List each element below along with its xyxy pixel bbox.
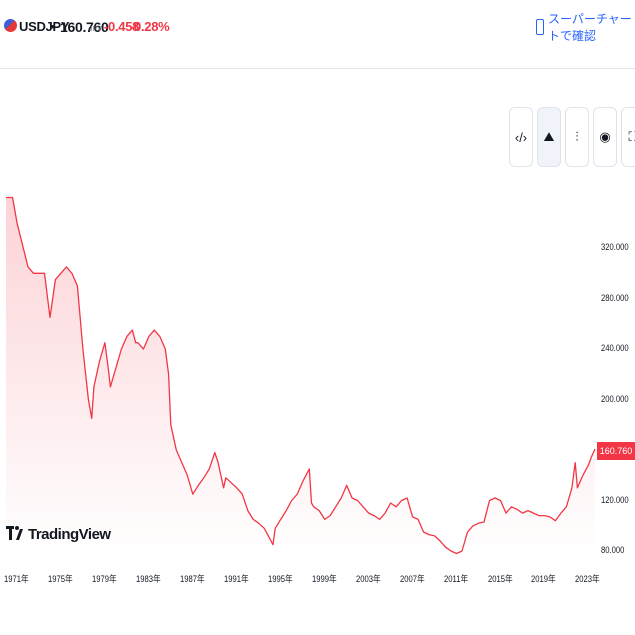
- x-axis-tick-label: 2007年: [399, 574, 425, 584]
- tradingview-wordmark: TradingView: [28, 526, 111, 543]
- fullscreen-button[interactable]: ⛶: [621, 107, 635, 167]
- price-change: -0.458: [104, 19, 140, 34]
- x-axis-tick-label: 2003年: [355, 574, 381, 584]
- x-axis-tick-label: 1991年: [223, 574, 249, 584]
- x-axis-tick-label: 2019年: [531, 574, 557, 584]
- y-axis-tick-label: 320.000: [601, 242, 629, 252]
- x-axis-tick-label: 1975年: [47, 574, 73, 584]
- x-axis-tick-label: 1987年: [179, 574, 205, 584]
- embed-code-icon: ‹/›: [514, 129, 528, 145]
- x-axis-tick-label: 1979年: [91, 574, 117, 584]
- x-axis-tick-label: 1999年: [311, 574, 337, 584]
- x-axis-tick-label: 2015年: [487, 574, 513, 584]
- camera-icon: ◉: [599, 129, 611, 144]
- snapshot-button[interactable]: ◉: [593, 107, 617, 167]
- y-axis-tick-label: 240.000: [601, 343, 629, 353]
- open-supercharts-button[interactable]: スーパーチャートで確認: [536, 12, 635, 43]
- x-axis-tick-label: 2011年: [443, 574, 468, 584]
- tradingview-logo[interactable]: TradingView: [6, 524, 111, 545]
- x-axis-tick-label: 1971年: [4, 574, 29, 584]
- last-value-badge: 160.760: [597, 442, 635, 460]
- symbol-header: USDJPY • 160.760 JPY -0.458 -0.28% スーパーチ…: [0, 0, 635, 69]
- price-change-percent: -0.28%: [130, 19, 170, 34]
- chart-window-icon: [536, 19, 544, 35]
- separator-dot: •: [50, 19, 55, 34]
- y-axis-tick-label: 200.000: [601, 393, 629, 404]
- embed-code-button[interactable]: ‹/›: [509, 107, 533, 167]
- price-line-series: [6, 196, 596, 555]
- chart-toolbar: ‹/› ⛰ ⫶ ◉ ⛶: [509, 107, 635, 167]
- area-style-button[interactable]: ⛰: [537, 107, 561, 167]
- tradingview-mark-icon: [6, 524, 24, 545]
- price-unit: JPY: [89, 26, 102, 33]
- symbol-name[interactable]: USDJPY: [19, 19, 70, 34]
- candles-icon: ⫶: [575, 129, 579, 144]
- y-axis-tick-label: 280.000: [601, 292, 629, 303]
- open-supercharts-label: スーパーチャートで確認: [547, 12, 632, 43]
- x-axis-tick-label: 1983年: [135, 574, 161, 584]
- y-axis-tick-label: 80.000: [601, 545, 625, 555]
- last-price: 160.760: [60, 19, 109, 35]
- y-axis-tick-label: 120.000: [601, 494, 629, 505]
- price-area-fill: [6, 197, 595, 557]
- x-axis-tick-label: 1995年: [267, 574, 293, 584]
- fullscreen-icon: ⛶: [628, 129, 635, 144]
- x-axis-tick-label: 2023年: [575, 574, 601, 584]
- area-chart-icon: ⛰: [543, 129, 555, 144]
- us-jp-flag-icon: [4, 19, 17, 32]
- candle-style-button[interactable]: ⫶: [565, 107, 589, 167]
